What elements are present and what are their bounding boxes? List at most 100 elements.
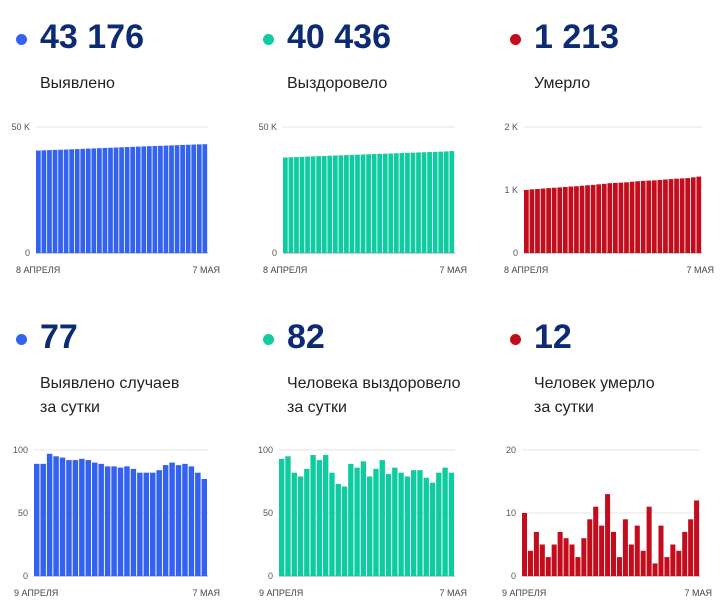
bar <box>354 467 360 576</box>
bar <box>335 484 341 576</box>
bar <box>613 182 618 253</box>
bar <box>175 465 182 576</box>
bar <box>663 179 668 253</box>
y-tick-label: 0 <box>25 248 30 258</box>
bar <box>297 476 304 576</box>
bar <box>163 145 169 253</box>
bar <box>579 185 585 253</box>
bar <box>616 557 622 576</box>
bar <box>367 476 373 576</box>
bar <box>46 453 53 576</box>
bar <box>321 155 327 253</box>
bar <box>405 152 410 253</box>
bar <box>590 184 596 253</box>
bar <box>341 486 348 576</box>
bar <box>146 146 152 253</box>
bar <box>91 148 97 253</box>
y-tick-label: 100 <box>13 445 28 455</box>
bar <box>524 190 529 253</box>
bar <box>596 184 602 253</box>
bar <box>448 472 455 576</box>
bar <box>285 456 291 576</box>
bar <box>169 462 175 576</box>
bar <box>97 148 102 253</box>
bar <box>294 157 299 253</box>
bar <box>47 150 52 253</box>
bar <box>143 472 150 576</box>
bar <box>605 494 611 576</box>
bar <box>676 550 682 576</box>
bar <box>679 178 685 253</box>
bar <box>611 531 617 576</box>
bar <box>449 151 455 253</box>
y-tick-label: 1 K <box>504 185 518 195</box>
bar <box>85 148 91 253</box>
bar <box>546 188 551 253</box>
bar <box>569 544 575 576</box>
bar <box>156 470 162 576</box>
daily-deaths-value: 12 <box>534 318 572 356</box>
bar <box>634 525 640 576</box>
bar <box>682 531 688 576</box>
y-tick-label: 50 <box>18 508 28 518</box>
legend-dot <box>263 334 274 345</box>
bar <box>646 506 652 576</box>
deaths-label: Умерло <box>534 75 591 92</box>
bar <box>522 513 528 576</box>
bar <box>310 156 316 253</box>
bar <box>674 178 679 253</box>
bar <box>416 152 421 253</box>
x-tick-label-end: 7 МАЯ <box>684 588 712 598</box>
bar <box>117 467 124 576</box>
bar <box>427 152 432 253</box>
bar <box>137 472 143 576</box>
bar <box>568 186 574 253</box>
bar <box>392 467 398 576</box>
bar <box>305 156 310 253</box>
total-cases-value: 43 176 <box>40 18 144 56</box>
bar <box>108 147 113 253</box>
bar <box>80 148 86 253</box>
daily-cases-label-line2: за сутки <box>40 399 100 416</box>
bar <box>288 157 294 253</box>
legend-dot <box>263 34 274 45</box>
bar <box>379 460 385 576</box>
bar <box>104 466 111 576</box>
bar <box>344 155 349 253</box>
bar <box>291 472 297 576</box>
bar <box>66 460 72 576</box>
bar <box>360 461 367 576</box>
bar <box>85 460 92 576</box>
bar <box>607 183 613 253</box>
bar <box>158 145 163 253</box>
deaths-value: 1 213 <box>534 18 620 56</box>
x-tick-label-start: 9 АПРЕЛЯ <box>14 588 58 598</box>
x-tick-label-end: 7 МАЯ <box>439 265 467 275</box>
bar <box>150 472 156 576</box>
bar <box>629 181 635 253</box>
bar <box>575 557 581 576</box>
bar <box>685 178 691 253</box>
bar <box>373 468 379 576</box>
bar <box>366 154 371 253</box>
bar <box>124 466 130 576</box>
bar <box>388 153 394 253</box>
bar <box>545 557 551 576</box>
bar <box>53 456 59 576</box>
bar <box>670 544 676 576</box>
x-tick-label-start: 9 АПРЕЛЯ <box>259 588 303 598</box>
chart-total-cases: 0 50 K 8 АПРЕЛЯ 7 МАЯ <box>11 122 220 275</box>
bar <box>581 538 587 576</box>
bar <box>348 463 354 576</box>
bar <box>557 531 563 576</box>
y-tick-label: 2 K <box>504 122 518 132</box>
y-tick-label: 0 <box>511 571 516 581</box>
bar <box>399 153 405 253</box>
bar <box>36 150 41 253</box>
bar <box>59 457 66 576</box>
bar <box>423 477 429 576</box>
bar <box>323 455 329 576</box>
bar <box>429 482 436 576</box>
bar <box>640 180 646 253</box>
bar <box>657 179 663 253</box>
